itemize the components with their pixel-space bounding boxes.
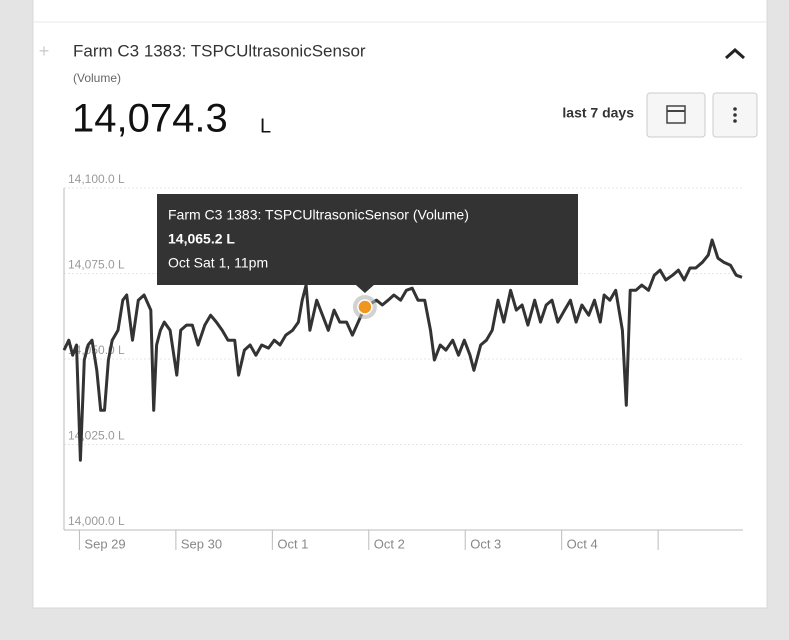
y-tick-label: 14,075.0 L: [68, 258, 125, 272]
menu-dot: [733, 107, 737, 111]
widget-subtitle: (Volume): [73, 71, 121, 85]
y-tick-label: 14,100.0 L: [68, 172, 125, 186]
tooltip-box: [157, 194, 578, 285]
x-tick-label: Sep 30: [181, 536, 222, 551]
x-tick-label: Oct 4: [567, 536, 598, 551]
menu-dot: [733, 119, 737, 123]
current-unit: L: [260, 115, 271, 137]
tooltip-pointer: [355, 285, 374, 293]
card: [32, 0, 768, 609]
range-label[interactable]: last 7 days: [562, 105, 634, 121]
tooltip-value: 14,065.2 L: [168, 231, 235, 247]
button-frame: [646, 92, 706, 138]
collapse-icon[interactable]: [725, 47, 745, 60]
calendar-icon: [666, 105, 686, 124]
calendar-button[interactable]: [646, 92, 706, 138]
x-tick-label: Sep 29: [84, 536, 125, 551]
x-tick-label: Oct 2: [374, 536, 405, 551]
y-tick-label: 14,025.0 L: [68, 429, 125, 443]
expand-icon[interactable]: +: [39, 41, 50, 61]
chart: 14,000.0 L14,025.0 L14,050.0 L14,075.0 L…: [62, 172, 743, 551]
menu-button[interactable]: [712, 92, 758, 138]
x-tick-label: Oct 3: [470, 536, 501, 551]
widget-title: Farm C3 1383: TSPCUltrasonicSensor: [73, 41, 366, 60]
hover-point: [357, 299, 373, 315]
tooltip: Farm C3 1383: TSPCUltrasonicSensor (Volu…: [157, 194, 578, 293]
x-tick-label: Oct 1: [277, 536, 308, 551]
current-value: 14,074.3: [72, 97, 228, 141]
tooltip-title: Farm C3 1383: TSPCUltrasonicSensor (Volu…: [168, 207, 469, 223]
tooltip-time: Oct Sat 1, 11pm: [168, 255, 268, 271]
series-line: [62, 238, 743, 462]
y-tick-label: 14,000.0 L: [68, 514, 125, 528]
menu-dot: [733, 113, 737, 117]
